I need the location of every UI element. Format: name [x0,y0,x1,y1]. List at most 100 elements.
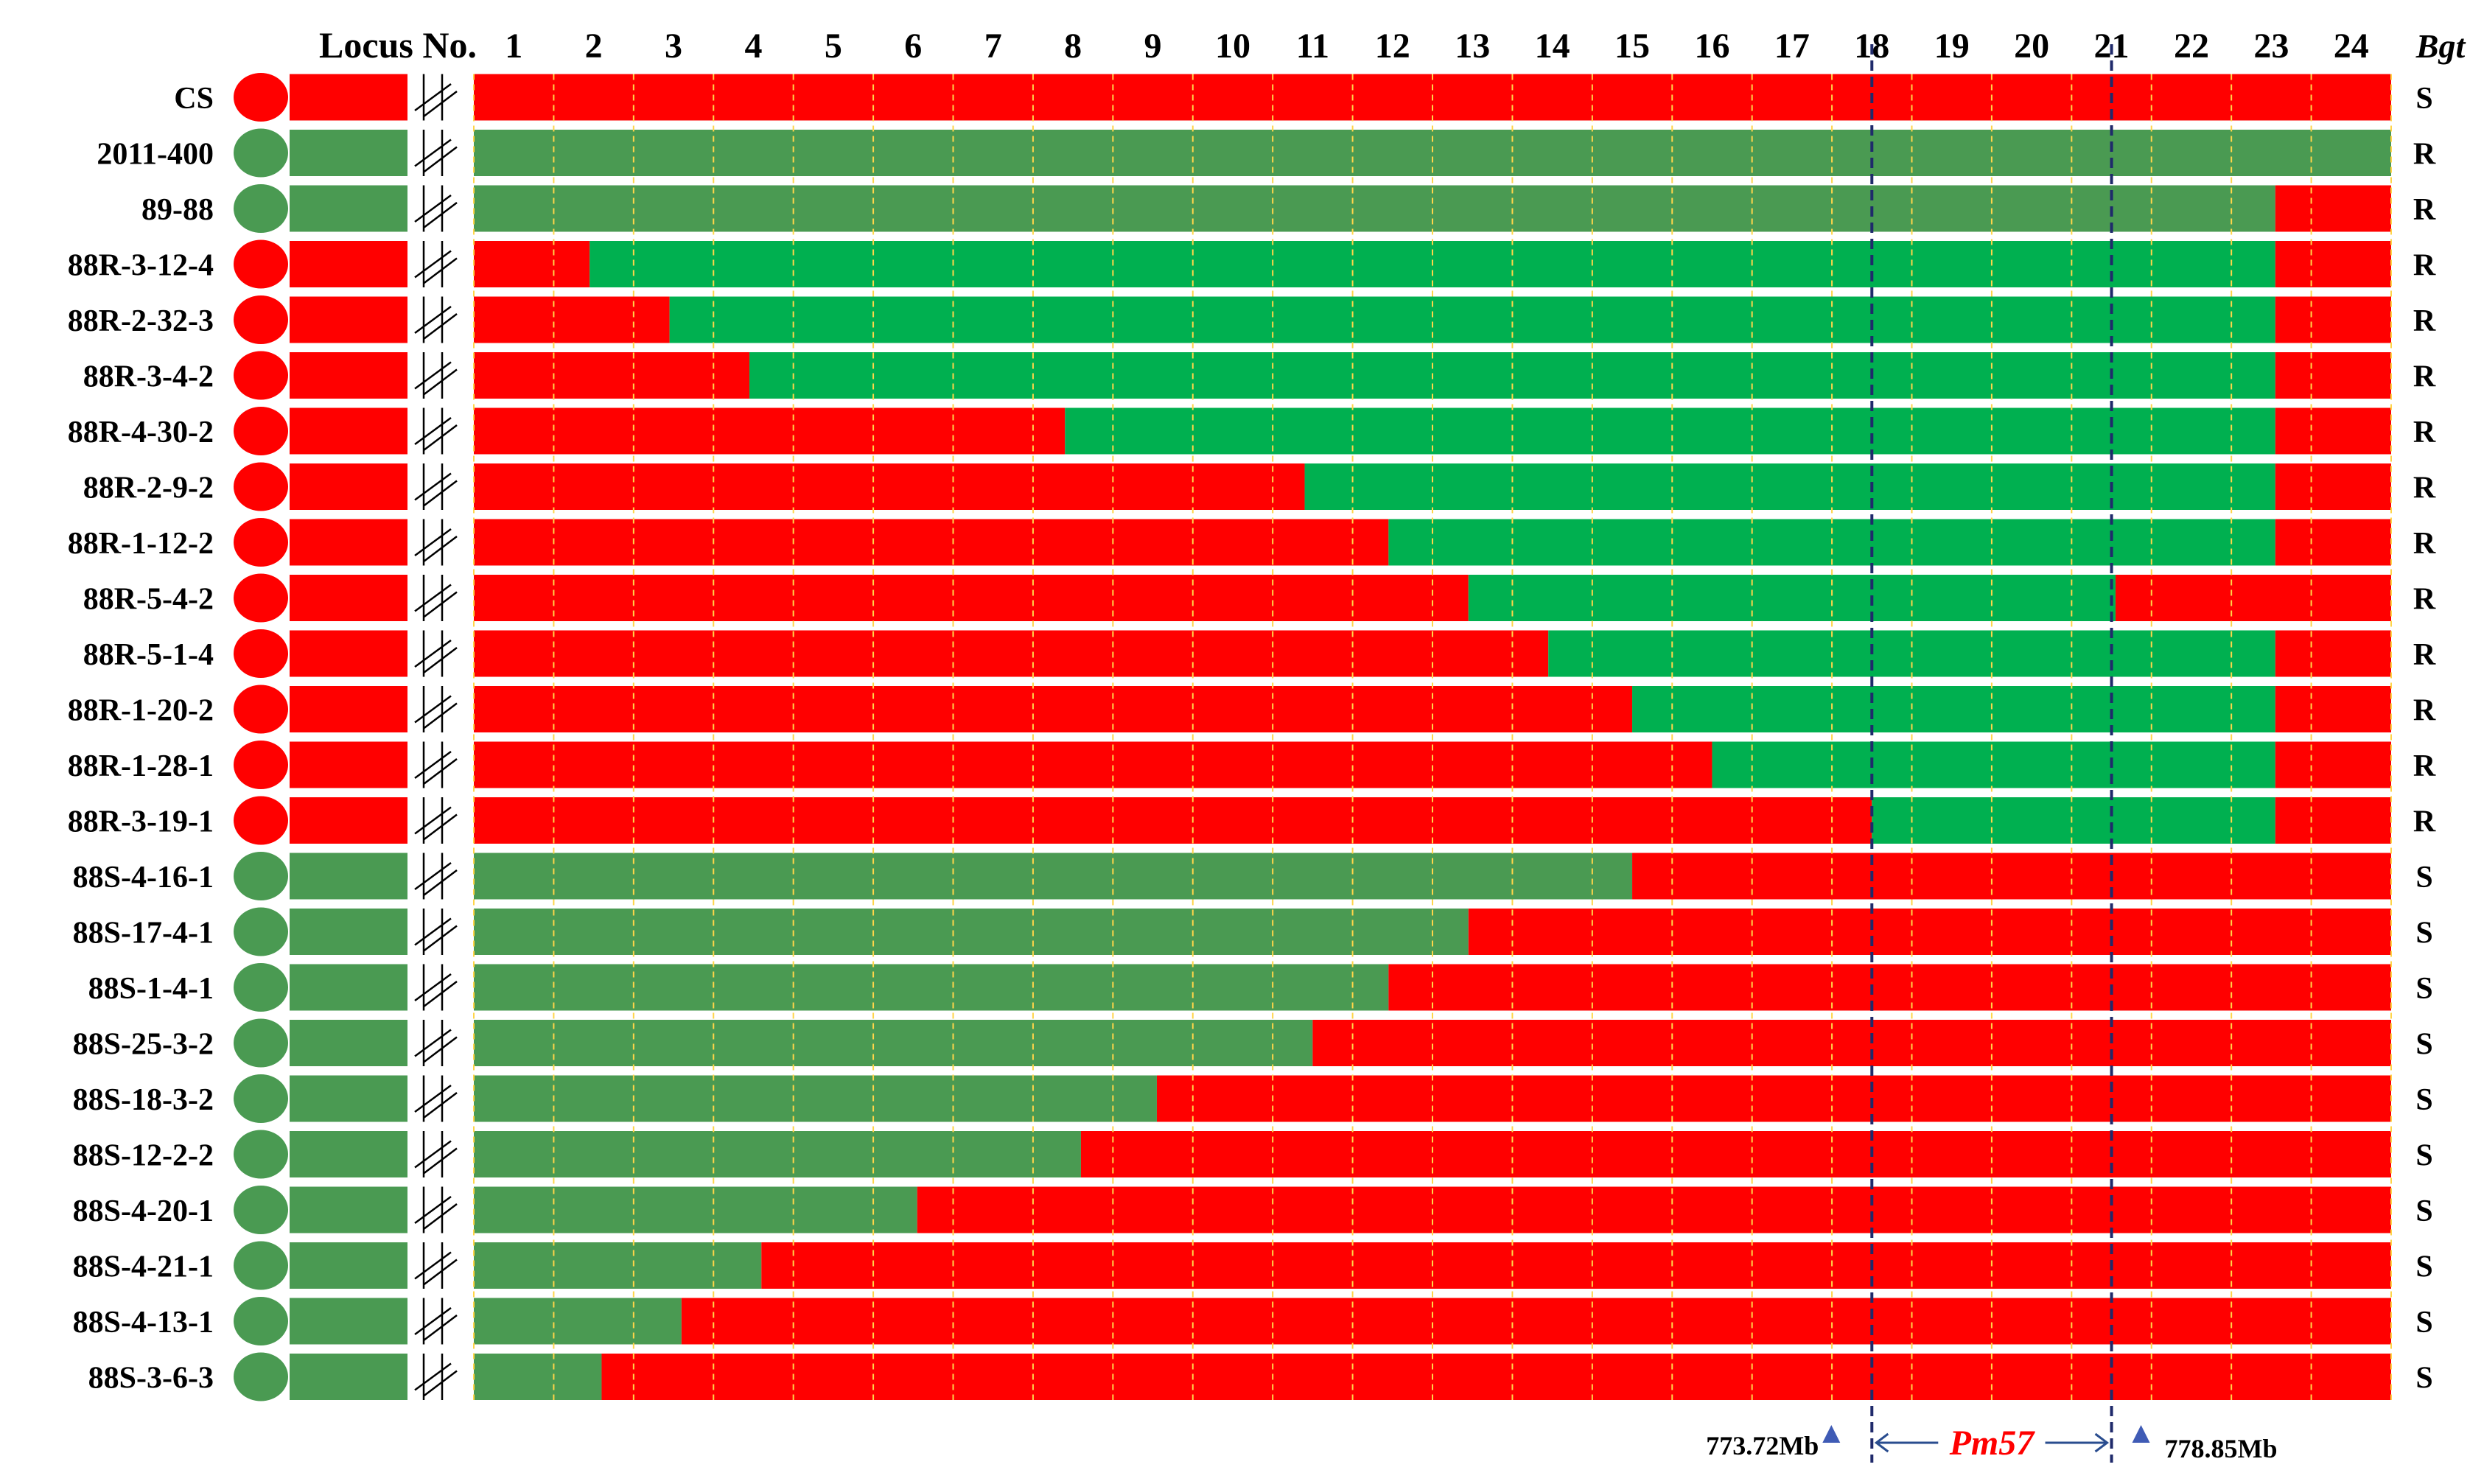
locus-block [290,797,407,844]
phenotype-circle [234,852,288,900]
axis-break-symbol [414,407,458,455]
line-name: 88S-17-4-1 [73,917,214,951]
phenotype-circle [234,685,288,734]
genotype-segment [474,185,2275,232]
genotype-row: 2011-400 R [97,128,2436,178]
genotype-row: 88R-3-4-2 R [83,351,2436,400]
locus-number: 6 [904,27,922,66]
line-name: 88S-1-4-1 [88,972,214,1006]
genotype-segment [2275,741,2391,788]
line-name: 88S-12-2-2 [73,1139,214,1173]
phenotype-call: S [2415,917,2432,951]
locus-gridlines [473,74,2392,1400]
genotype-segment [601,1354,2391,1400]
axis-break-symbol [414,1298,458,1345]
genotype-segment [474,575,1469,621]
genotype-segment [1468,575,2116,621]
genotype-segment [474,463,1305,510]
locus-number: 13 [1455,27,1490,66]
line-name: 88S-4-16-1 [73,861,214,895]
locus-number: 2 [585,27,603,66]
phenotype-call: S [2415,1306,2432,1340]
genotype-segment [761,1242,2391,1289]
phenotype-circle [234,796,288,845]
genotype-segment [2275,407,2391,455]
locus-block [290,1020,407,1066]
genotype-segment [474,909,1469,955]
locus-number: 20 [2014,27,2049,66]
genotype-row: 88R-5-1-4 R [83,629,2436,678]
genotype-segment [474,686,1633,732]
phenotype-circle [234,351,288,400]
genotype-row: 88R-4-30-2 R [68,407,2436,455]
genotype-row: 88R-5-4-2 R [83,573,2436,623]
phenotype-call: S [2415,861,2432,895]
line-name: 88R-4-30-2 [68,416,214,449]
axis-break-symbol [414,853,458,900]
axis-break-symbol [414,964,458,1011]
phenotype-call: S [2415,1194,2432,1228]
phenotype-call: S [2415,1139,2432,1173]
axis-break-symbol [414,463,458,510]
phenotype-circle [234,573,288,623]
axis-break-symbol [414,909,458,955]
genotype-segment [1632,853,2391,900]
phenotype-circle [234,907,288,956]
genotype-row: 88R-1-20-2 R [68,685,2436,734]
phenotype-circle [234,128,288,178]
phenotype-call: R [2413,805,2436,839]
header-row: Locus No. 1 2 3 4 5 6 7 8 9 10 11 12 13 14 15 16 17 18 19 2… [319,24,2466,66]
genotype-segment [669,296,2275,343]
axis-break-symbol [414,575,458,621]
line-name: 88R-5-4-2 [83,583,214,617]
locus-block [290,741,407,788]
locus-number: 14 [1535,27,1570,66]
axis-break-symbol [414,1131,458,1177]
genotype-row: 88S-4-13-1 S [73,1297,2433,1345]
genotype-segment [474,352,750,399]
genotype-segment [1312,1020,2391,1066]
phenotype-circle [234,1297,288,1345]
line-name: 88S-4-20-1 [73,1194,214,1228]
genotype-segment [474,964,1389,1011]
bgt-phenotype-header: Bgt [2415,27,2466,65]
axis-break-symbol [414,296,458,343]
line-name: 88S-18-3-2 [73,1083,214,1117]
locus-number: 9 [1144,27,1162,66]
locus-number: 24 [2334,27,2369,66]
locus-block [290,964,407,1011]
genotype-segment [1080,1131,2391,1177]
phenotype-circle [234,184,288,233]
axis-break-symbol [414,1186,458,1233]
locus-number: 15 [1614,27,1650,66]
genotype-segment [474,1131,1081,1177]
phenotype-call: S [2415,1362,2432,1396]
line-name: 88S-4-21-1 [73,1250,214,1284]
genotype-segment [474,1298,682,1345]
phenotype-call: S [2415,82,2432,116]
locus-number: 19 [1934,27,1970,66]
genotype-segment [1632,686,2275,732]
locus-number: 10 [1215,27,1250,66]
locus-block [290,241,407,287]
left-marker-triangle [1822,1425,1841,1443]
genotype-row: 89-88 R [141,184,2436,233]
axis-break-symbol [414,185,458,232]
locus-block [290,909,407,955]
genotype-row: 88S-4-21-1 S [73,1241,2433,1290]
locus-block [290,519,407,566]
phenotype-call: R [2413,193,2436,227]
pm57-interval: 773.72Mb 778.85Mb Pm57 [1706,44,2278,1463]
genotype-segment [1872,797,2275,844]
phenotype-circle [234,1074,288,1123]
genotype-segment [474,1186,917,1233]
genotype-segment [1712,741,2275,788]
line-name: 88R-3-4-2 [83,360,214,394]
genotype-row: 88S-17-4-1 S [73,907,2433,956]
phenotype-call: R [2413,472,2436,505]
locus-block [290,630,407,677]
genotype-segment [1156,1075,2391,1122]
locus-number: 3 [665,27,682,66]
phenotype-call: S [2415,1083,2432,1117]
locus-number: 23 [2253,27,2289,66]
